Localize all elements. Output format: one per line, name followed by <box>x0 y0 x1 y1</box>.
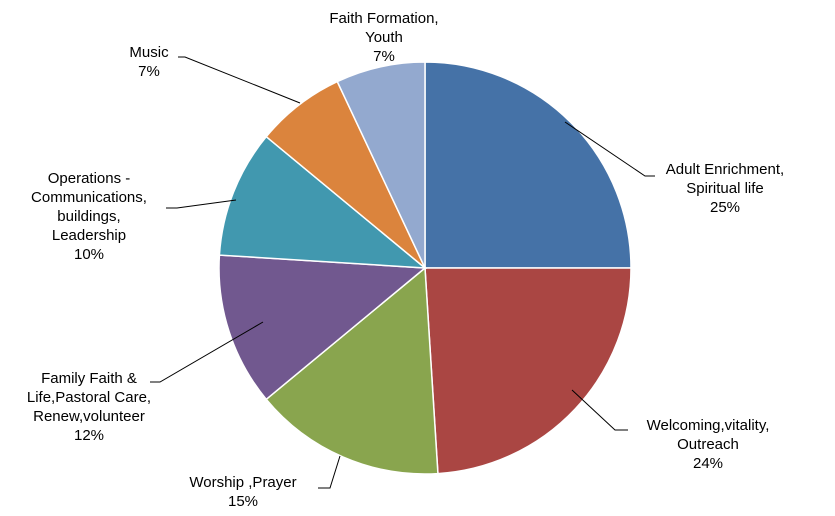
leader-line-1 <box>564 121 655 177</box>
slice-label-3: Worship ,Prayer 15% <box>189 474 296 510</box>
leader-line-4 <box>150 321 264 383</box>
pie-slice-2 <box>424 267 632 475</box>
slice-percent-label: 7% <box>138 63 160 80</box>
slice-name-line: Spiritual life <box>686 180 764 197</box>
slice-name-line: Welcoming,vitality, <box>647 417 770 434</box>
slice-name-line: Life,Pastoral Care, <box>27 389 151 406</box>
slice-name-line: buildings, <box>57 208 120 225</box>
slice-label-6: Music 7% <box>129 44 169 80</box>
leader-line-3 <box>318 455 341 489</box>
slice-percent-label: 15% <box>228 493 258 510</box>
slice-percent-label: 25% <box>710 199 740 216</box>
slice-name-line: Communications, <box>31 189 147 206</box>
pie-slice-4 <box>218 254 427 401</box>
slice-percent-label: 12% <box>74 427 104 444</box>
pie-slice-7 <box>336 61 426 269</box>
leader-line-5 <box>166 199 237 209</box>
slice-percent-label: 10% <box>74 246 104 263</box>
slice-percent-label: 7% <box>373 48 395 65</box>
pie-slice-5 <box>218 135 428 269</box>
slice-name-line: Faith Formation, <box>329 10 438 27</box>
slice-name-line: Outreach <box>677 436 739 453</box>
leader-line-6 <box>178 56 301 104</box>
slice-name-line: Renew,volunteer <box>33 408 145 425</box>
slice-label-4: Family Faith & Life,Pastoral Care, Renew,v… <box>27 370 151 444</box>
slice-name-line: Operations - <box>48 170 131 187</box>
pie-slice-1 <box>424 61 632 269</box>
pie-slice-3 <box>265 266 439 475</box>
leader-line-2 <box>571 389 628 431</box>
slice-label-7: Faith Formation, Youth 7% <box>329 10 438 65</box>
slice-label-1: Adult Enrichment, Spiritual life 25% <box>666 161 784 216</box>
slice-name-line: Worship ,Prayer <box>189 474 296 491</box>
slice-name-line: Adult Enrichment, <box>666 161 784 178</box>
slice-label-5: Operations - Communications, buildings, Lea… <box>31 170 147 263</box>
slice-name-line: Leadership <box>52 227 126 244</box>
slice-name-line: Youth <box>365 29 403 46</box>
slice-name-line: Family Faith & <box>41 370 137 387</box>
slice-percent-label: 24% <box>693 455 723 472</box>
slice-name-line: Music <box>129 44 169 61</box>
slice-label-2: Welcoming,vitality, Outreach 24% <box>647 417 770 472</box>
